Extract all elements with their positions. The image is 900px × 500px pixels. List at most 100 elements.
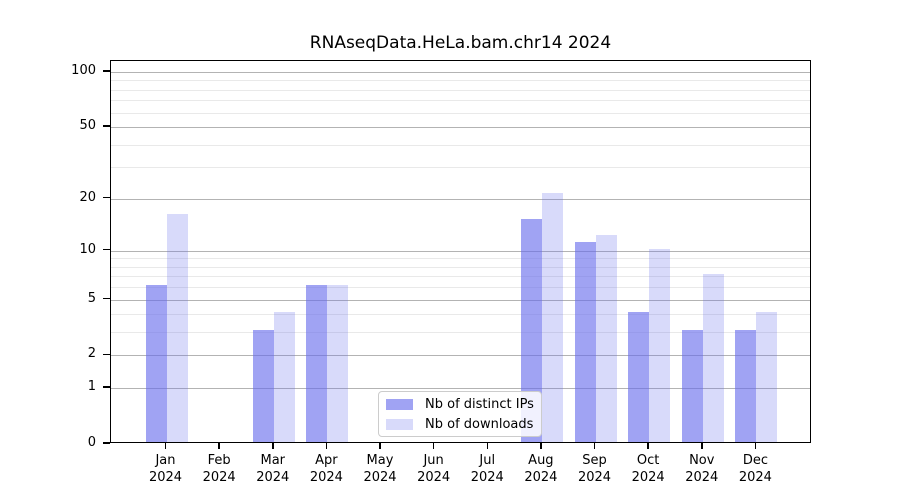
y-tick	[103, 248, 110, 251]
gridline-major	[111, 355, 810, 357]
bar-distinct-ips	[628, 312, 650, 442]
bar-downloads	[327, 285, 349, 442]
x-tick-year: 2024	[148, 470, 183, 485]
gridline-minor	[111, 258, 810, 260]
bar-downloads	[273, 312, 295, 442]
y-tick-label: 2	[87, 346, 96, 362]
y-tick	[103, 297, 110, 300]
gridline-minor	[111, 314, 810, 316]
x-tick-month: Oct	[636, 453, 660, 468]
gridline-minor	[111, 276, 810, 278]
x-tick	[164, 443, 167, 449]
y-tick	[103, 353, 110, 356]
x-tick-month: Nov	[689, 453, 715, 468]
x-tick-month: Dec	[742, 453, 768, 468]
x-tick	[701, 443, 703, 449]
x-tick-label: Jan 2024	[136, 452, 196, 486]
gridline-minor	[111, 80, 810, 82]
gridline-minor	[111, 144, 810, 146]
y-tick	[103, 125, 110, 127]
x-tick-month: Jan	[155, 453, 176, 468]
gridline-minor	[111, 266, 810, 268]
y-tick	[103, 442, 110, 444]
gridline-minor	[111, 112, 810, 114]
gridline-minor	[111, 332, 810, 334]
bar-downloads	[702, 274, 724, 442]
bar-distinct-ips	[306, 285, 328, 442]
x-tick-month: Jun	[423, 453, 444, 468]
x-tick-year: 2024	[470, 470, 504, 485]
bar-distinct-ips	[681, 330, 703, 442]
x-tick-label: Mar 2024	[243, 452, 303, 486]
x-tick-year: 2024	[631, 470, 665, 485]
y-tick	[103, 196, 110, 199]
x-tick	[218, 443, 220, 449]
gridline-major	[111, 198, 810, 200]
gridline-major	[111, 127, 810, 129]
x-tick	[325, 443, 328, 449]
x-tick-year: 2024	[685, 470, 719, 485]
bar-distinct-ips	[574, 241, 596, 442]
x-tick-year: 2024	[738, 470, 772, 485]
y-tick	[103, 70, 110, 72]
y-tick-label: 20	[79, 189, 96, 205]
bar-downloads	[756, 312, 778, 442]
chart-title: RNAseqData.HeLa.bam.chr14 2024	[309, 33, 612, 53]
x-tick-label: Jul 2024	[457, 452, 517, 486]
x-tick-year: 2024	[524, 470, 558, 485]
bar-downloads	[166, 213, 188, 442]
x-tick-label: Jun 2024	[404, 452, 464, 486]
x-tick	[540, 443, 542, 449]
x-tick-year: 2024	[309, 470, 343, 485]
x-tick-month: Aug	[528, 453, 554, 468]
y-tick-label: 10	[79, 241, 96, 257]
legend-swatch-distinct-ips	[386, 398, 413, 410]
gridline-minor	[111, 167, 810, 169]
bar-distinct-ips	[145, 285, 167, 442]
gridline-major	[111, 388, 810, 390]
x-tick	[272, 443, 274, 449]
y-tick-label: 0	[87, 435, 96, 450]
x-tick	[379, 443, 381, 449]
bar-downloads	[541, 192, 563, 442]
x-tick	[486, 443, 488, 449]
x-tick	[432, 443, 435, 449]
x-tick-label: Sep 2024	[565, 452, 625, 486]
x-tick-month: Feb	[207, 453, 231, 468]
gridline-major	[111, 72, 810, 73]
x-tick	[593, 443, 596, 449]
gridline-minor	[111, 287, 810, 289]
x-tick-month: May	[366, 453, 394, 468]
x-tick-year: 2024	[256, 470, 290, 485]
x-tick-label: Nov 2024	[672, 452, 732, 486]
bar-distinct-ips	[735, 330, 757, 442]
x-tick-year: 2024	[202, 470, 236, 485]
x-tick-month: Mar	[260, 453, 286, 468]
gridline-minor	[111, 100, 810, 102]
bar-downloads	[595, 235, 617, 442]
x-tick-year: 2024	[417, 470, 451, 485]
y-tick-label: 50	[79, 118, 96, 134]
gridline-major	[111, 299, 810, 301]
x-tick-month: Sep	[582, 453, 607, 468]
x-tick	[647, 443, 649, 449]
x-tick-label: Dec 2024	[725, 452, 785, 486]
x-tick-year: 2024	[363, 470, 397, 485]
x-tick-label: Oct 2024	[618, 452, 678, 486]
legend-item-distinct-ips: Nb of distinct IPs	[386, 397, 541, 412]
legend-item-downloads: Nb of downloads	[386, 417, 541, 432]
x-tick-label: Feb 2024	[189, 452, 249, 486]
legend: Nb of distinct IPs Nb of downloads	[378, 391, 542, 437]
bar-downloads	[649, 248, 671, 442]
gridline-minor	[111, 89, 810, 91]
y-tick-label: 5	[87, 290, 96, 306]
y-tick-label: 100	[71, 63, 96, 78]
x-tick-month: Apr	[315, 453, 338, 468]
bar-distinct-ips	[252, 330, 274, 442]
x-tick-label: Aug 2024	[511, 452, 571, 486]
legend-label-distinct-ips: Nb of distinct IPs	[425, 396, 534, 412]
legend-swatch-downloads	[386, 418, 413, 430]
x-tick	[754, 443, 757, 449]
bar-distinct-ips	[520, 218, 542, 442]
x-tick-year: 2024	[577, 470, 612, 485]
